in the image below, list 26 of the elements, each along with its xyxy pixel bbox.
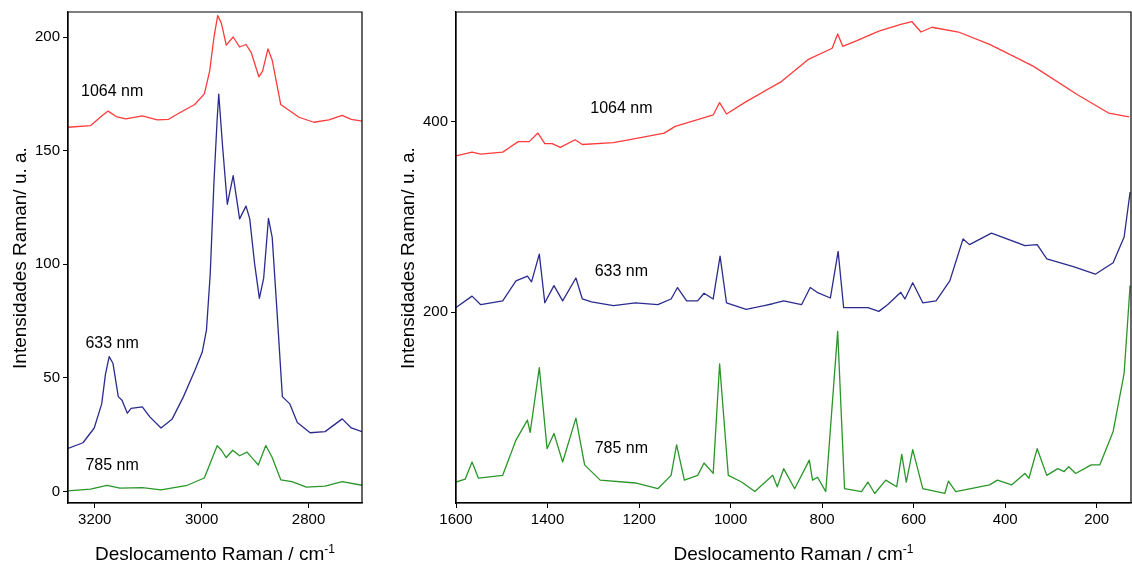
series-label: 785 nm xyxy=(85,455,139,473)
x-axis-title: Deslocamento Raman / cm$^{-1}$ xyxy=(673,542,914,566)
x-tick-label: 1600 xyxy=(439,510,473,528)
y-axis-title: Intensidades Raman/ u. a. xyxy=(9,146,31,369)
y-tick-label: 0 xyxy=(51,481,61,499)
y-tick-label: 50 xyxy=(43,368,61,386)
x-axis-title: Deslocamento Raman / cm$^{-1}$ xyxy=(95,542,335,566)
x-tick-label: 400 xyxy=(992,510,1018,528)
y-tick-label: 100 xyxy=(35,254,61,272)
series-label: 1064 nm xyxy=(80,81,144,99)
x-tick-label: 1400 xyxy=(530,510,565,528)
x-tick-label: 2800 xyxy=(291,510,326,528)
y-axis-title: Intensidades Raman/ u. a. xyxy=(397,146,419,369)
y-tick-label: 150 xyxy=(35,140,61,158)
series-label: 633 nm xyxy=(594,262,649,280)
y-tick-label: 200 xyxy=(35,27,61,45)
x-tick-label: 3000 xyxy=(184,510,219,528)
series-label: 1064 nm xyxy=(590,99,653,117)
x-tick-label: 800 xyxy=(809,510,835,528)
series-label: 785 nm xyxy=(594,439,649,457)
x-tick-label: 600 xyxy=(901,510,927,528)
x-tick-label: 3200 xyxy=(78,510,112,528)
x-tick-label: 1000 xyxy=(713,510,748,528)
x-tick-label: 200 xyxy=(1084,510,1110,528)
series-label: 633 nm xyxy=(85,333,139,351)
x-tick-label: 1200 xyxy=(622,510,656,528)
